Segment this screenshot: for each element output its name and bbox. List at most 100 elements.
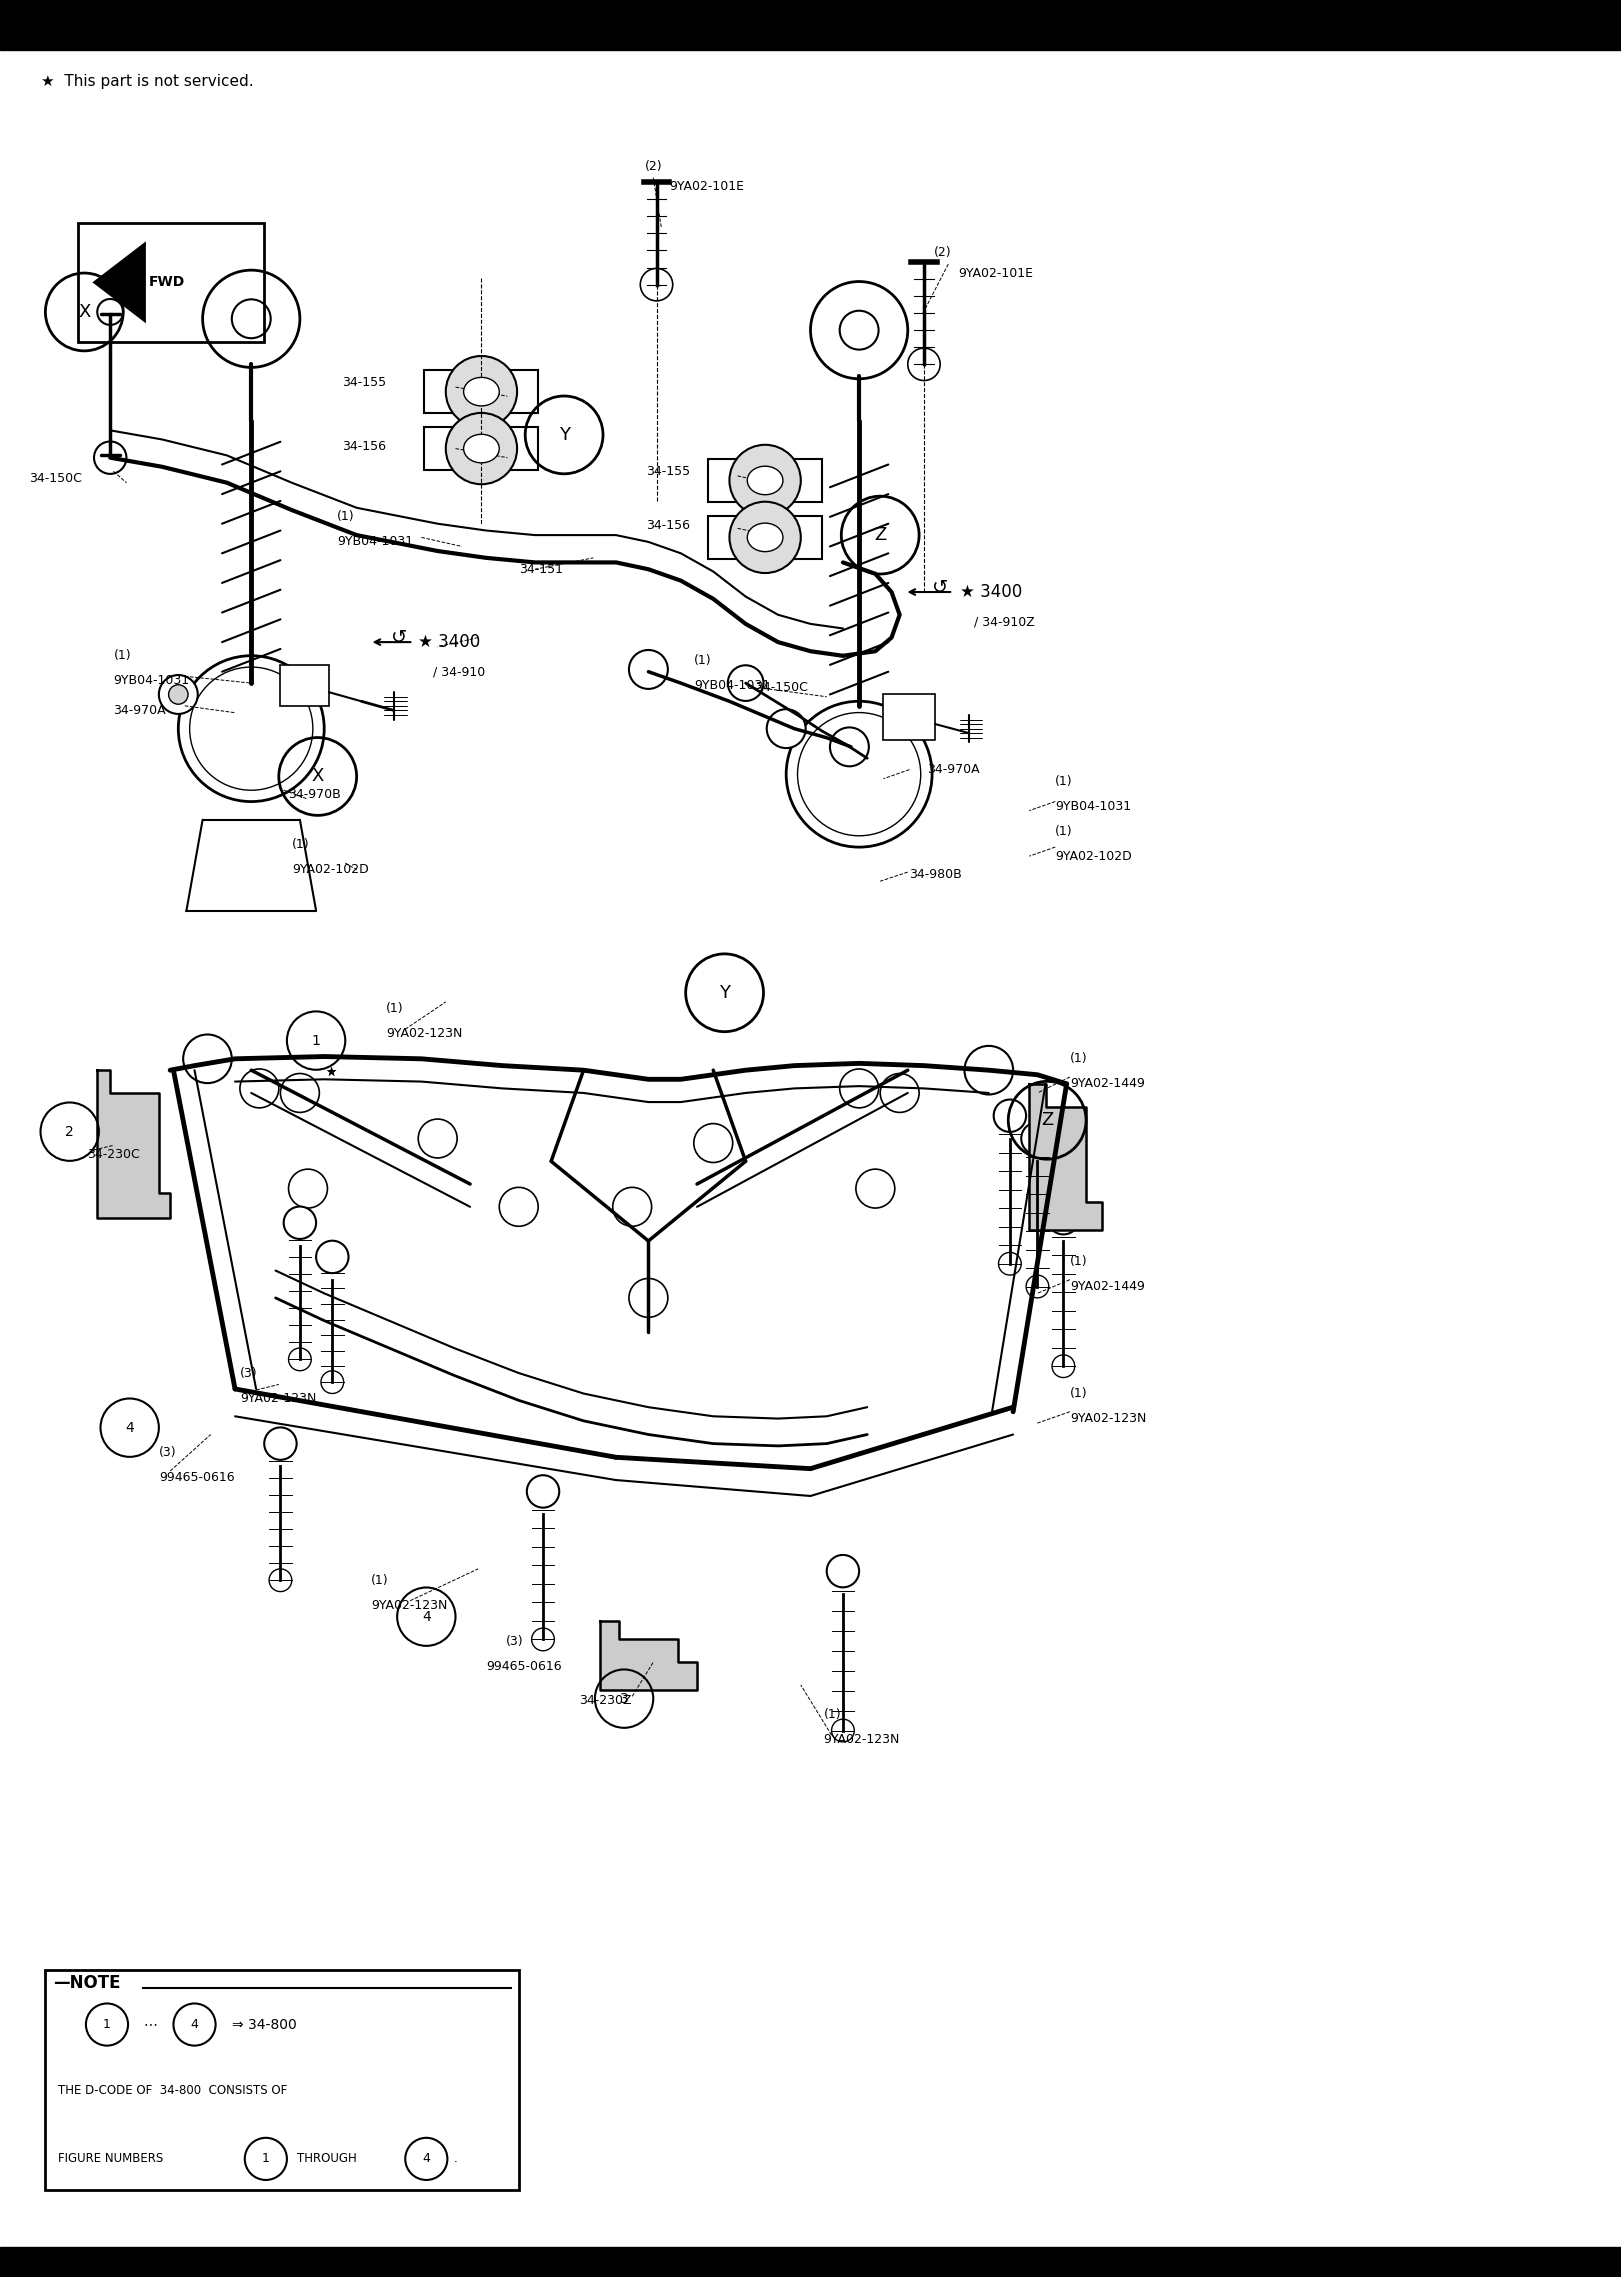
Ellipse shape xyxy=(280,1072,319,1113)
Text: —NOTE: —NOTE xyxy=(53,1974,122,1992)
Text: 9YB04-1031: 9YB04-1031 xyxy=(1055,799,1131,813)
Text: 34-156: 34-156 xyxy=(342,439,386,453)
Text: 9YA02-123N: 9YA02-123N xyxy=(240,1391,316,1405)
Bar xyxy=(883,694,935,740)
Text: 4: 4 xyxy=(421,1610,431,1624)
Ellipse shape xyxy=(729,444,801,517)
Ellipse shape xyxy=(629,649,668,690)
Text: THE D-CODE OF  34-800  CONSISTS OF: THE D-CODE OF 34-800 CONSISTS OF xyxy=(58,2083,287,2097)
Text: (3): (3) xyxy=(506,1635,524,1649)
Text: FIGURE NUMBERS: FIGURE NUMBERS xyxy=(58,2152,164,2165)
Text: THROUGH: THROUGH xyxy=(297,2152,357,2165)
Text: (1): (1) xyxy=(1070,1387,1088,1400)
Text: ↺: ↺ xyxy=(932,578,948,597)
Text: (1): (1) xyxy=(1070,1255,1088,1268)
Ellipse shape xyxy=(464,435,499,462)
Text: 1: 1 xyxy=(311,1034,321,1047)
Text: 4: 4 xyxy=(125,1421,135,1435)
Ellipse shape xyxy=(747,524,783,551)
Ellipse shape xyxy=(316,1241,349,1273)
Bar xyxy=(0,0,1621,50)
Ellipse shape xyxy=(908,348,940,380)
Ellipse shape xyxy=(289,1168,327,1209)
Text: (1): (1) xyxy=(386,1002,404,1016)
Text: ★: ★ xyxy=(326,1066,336,1079)
Ellipse shape xyxy=(1047,1202,1080,1234)
Text: 9YB04-1031: 9YB04-1031 xyxy=(113,674,190,688)
Text: 34-156: 34-156 xyxy=(647,519,691,533)
Text: FWD: FWD xyxy=(149,276,185,289)
Ellipse shape xyxy=(321,1371,344,1394)
Bar xyxy=(78,223,264,342)
Bar xyxy=(280,665,329,706)
Ellipse shape xyxy=(532,1628,554,1651)
Text: 9YB04-1031: 9YB04-1031 xyxy=(337,535,413,549)
Ellipse shape xyxy=(880,1072,919,1113)
Ellipse shape xyxy=(269,1569,292,1592)
Ellipse shape xyxy=(629,1277,668,1318)
Ellipse shape xyxy=(499,1186,538,1227)
Text: 2: 2 xyxy=(65,1125,75,1138)
Text: (2): (2) xyxy=(934,246,952,260)
Text: 34-970A: 34-970A xyxy=(927,763,979,776)
Text: 34-155: 34-155 xyxy=(647,465,691,478)
Text: 9YA02-123N: 9YA02-123N xyxy=(371,1598,447,1612)
Ellipse shape xyxy=(840,1068,879,1109)
Text: ★ 3400: ★ 3400 xyxy=(418,633,480,651)
Polygon shape xyxy=(1029,1084,1102,1230)
Bar xyxy=(708,517,822,558)
Text: 99465-0616: 99465-0616 xyxy=(159,1471,235,1485)
Text: 1: 1 xyxy=(263,2152,269,2165)
Text: 34-151: 34-151 xyxy=(519,562,562,576)
Text: ★  This part is not serviced.: ★ This part is not serviced. xyxy=(41,75,253,89)
Bar xyxy=(425,371,538,412)
Ellipse shape xyxy=(832,1719,854,1742)
Text: ⋯: ⋯ xyxy=(144,2017,157,2031)
Text: (3): (3) xyxy=(240,1366,258,1380)
Text: X: X xyxy=(78,303,91,321)
Ellipse shape xyxy=(264,1428,297,1460)
Text: 34-980B: 34-980B xyxy=(909,868,963,881)
Text: Z: Z xyxy=(874,526,887,544)
Text: 99465-0616: 99465-0616 xyxy=(486,1660,562,1674)
Bar xyxy=(425,428,538,469)
Ellipse shape xyxy=(1026,1275,1049,1298)
Ellipse shape xyxy=(527,1475,559,1507)
Ellipse shape xyxy=(994,1100,1026,1132)
Ellipse shape xyxy=(767,708,806,749)
Text: 9YA02-1449: 9YA02-1449 xyxy=(1070,1077,1144,1091)
Ellipse shape xyxy=(999,1252,1021,1275)
Text: X: X xyxy=(311,767,324,786)
Ellipse shape xyxy=(284,1207,316,1239)
Text: ⇒ 34-800: ⇒ 34-800 xyxy=(232,2017,297,2031)
Ellipse shape xyxy=(464,378,499,405)
Text: (3): (3) xyxy=(159,1446,177,1460)
Text: ★: ★ xyxy=(326,1066,336,1079)
Text: / 34-910Z: / 34-910Z xyxy=(974,615,1034,628)
Text: 34-970A: 34-970A xyxy=(113,704,165,717)
Text: (1): (1) xyxy=(113,649,131,663)
Text: 9YA02-101E: 9YA02-101E xyxy=(669,180,744,194)
Text: 34-230C: 34-230C xyxy=(88,1148,141,1161)
Ellipse shape xyxy=(105,1123,138,1154)
Text: (1): (1) xyxy=(337,510,355,524)
Text: .: . xyxy=(454,2152,457,2165)
Text: (2): (2) xyxy=(645,159,663,173)
Ellipse shape xyxy=(289,1348,311,1371)
Ellipse shape xyxy=(613,1186,652,1227)
Ellipse shape xyxy=(728,665,763,701)
Ellipse shape xyxy=(827,1555,859,1587)
Text: ↺: ↺ xyxy=(391,628,407,647)
Bar xyxy=(708,460,822,501)
Ellipse shape xyxy=(830,726,869,767)
Text: (1): (1) xyxy=(823,1708,841,1721)
Ellipse shape xyxy=(1052,1355,1075,1378)
Text: (1): (1) xyxy=(371,1573,389,1587)
Text: 9YA02-123N: 9YA02-123N xyxy=(1070,1412,1146,1425)
Text: Z: Z xyxy=(1041,1111,1054,1129)
Ellipse shape xyxy=(856,1168,895,1209)
Ellipse shape xyxy=(640,269,673,301)
Text: 3: 3 xyxy=(619,1692,629,1705)
Text: (1): (1) xyxy=(292,838,310,852)
Text: (1): (1) xyxy=(1070,1052,1088,1066)
